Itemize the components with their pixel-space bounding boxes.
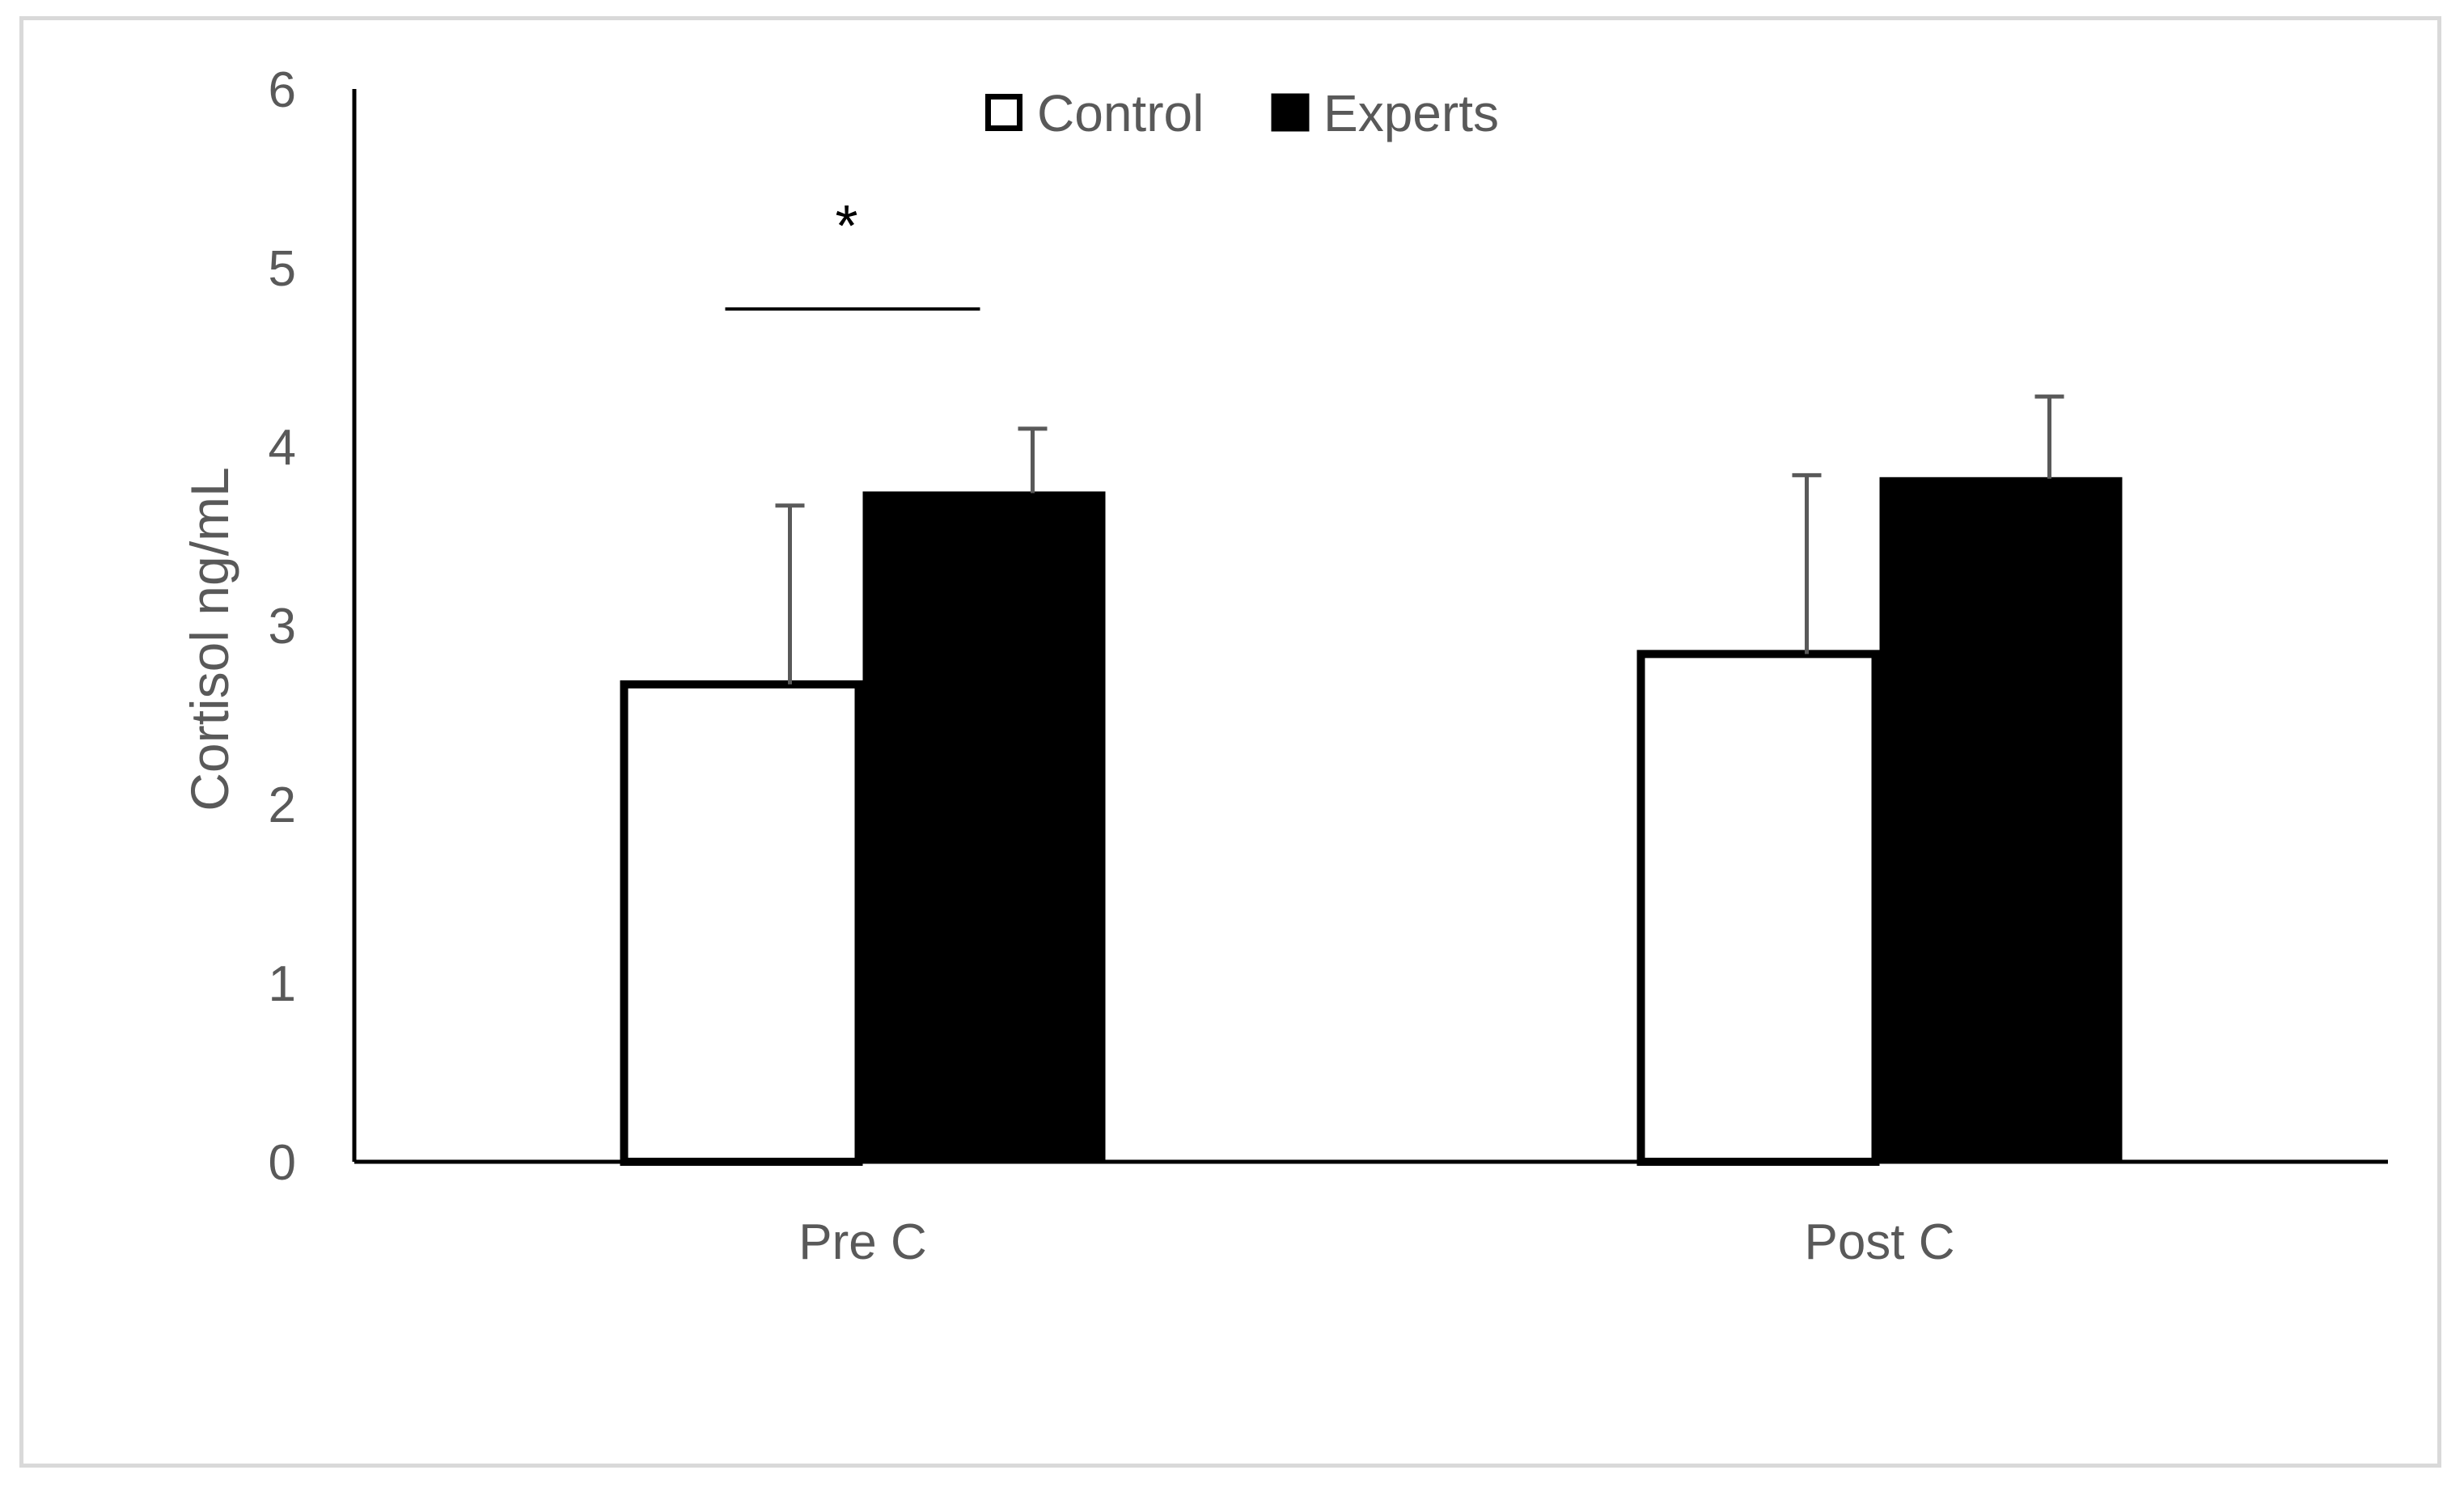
legend-swatch-control [985, 94, 1022, 131]
bar-experts-pre-c [862, 491, 1106, 1163]
y-tick-label: 6 [269, 62, 296, 118]
bar-control-pre-c [620, 680, 863, 1166]
y-tick-label: 0 [269, 1135, 296, 1191]
y-tick-labels: 0 1 2 3 4 5 6 [269, 62, 296, 1191]
y-tick-label: 2 [269, 777, 296, 833]
y-axis-title: Cortisol ng/mL [180, 467, 239, 811]
x-category-label: Pre C [798, 1214, 926, 1270]
bars-layer [620, 477, 2123, 1166]
y-tick-label: 1 [269, 956, 296, 1012]
error-bars-layer [775, 394, 2064, 684]
bar-control-post-c [1636, 650, 1880, 1166]
significance-annotation: * [725, 194, 980, 311]
category-labels: Pre C Post C [798, 1214, 1954, 1270]
legend-label-control: Control [1037, 84, 1204, 142]
significance-star: * [835, 194, 857, 259]
y-tick-label: 3 [269, 599, 296, 655]
legend-swatch-experts [1271, 93, 1310, 132]
y-tick-label: 5 [269, 241, 296, 297]
legend-label-experts: Experts [1323, 84, 1499, 142]
y-tick-label: 4 [269, 420, 296, 476]
bar-experts-post-c [1879, 477, 2123, 1163]
legend: Control Experts [985, 84, 1499, 142]
x-category-label: Post C [1804, 1214, 1954, 1270]
